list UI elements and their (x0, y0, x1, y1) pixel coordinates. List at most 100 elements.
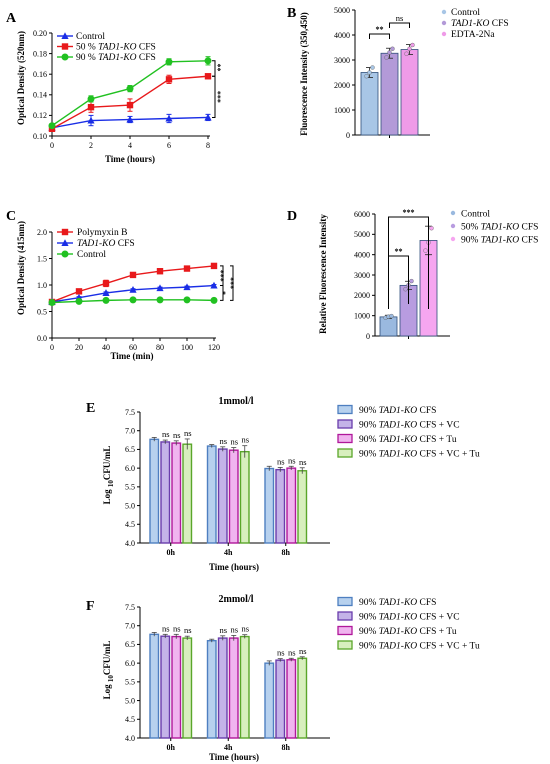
text-span: CFS (519, 223, 538, 233)
y-tick-label: 6.5 (125, 445, 135, 454)
legend-label: 90% TAD1-KO CFS + Tu (359, 627, 457, 637)
legend-label: EDTA-2Na (451, 30, 495, 40)
data-point (75, 297, 83, 305)
bar (160, 635, 171, 739)
y-tick-label: 4000 (334, 31, 350, 40)
significance-bracket (212, 75, 216, 118)
panel-e-bar-chart: E 1mmol/l Time (hours) Log 10CFU/mL 4.0 4… (86, 396, 480, 572)
replicate-point (423, 248, 428, 253)
significance-label: * (221, 291, 230, 295)
text-span: CFS (115, 239, 134, 249)
bar (286, 659, 297, 739)
bar (160, 441, 171, 544)
data-point (204, 57, 212, 65)
significance-label: ns (162, 623, 170, 633)
text-span: 90% (359, 613, 379, 623)
panel-e-ylabel: Log 10CFU/mL (102, 446, 115, 505)
data-point (165, 76, 173, 83)
text-span: 50% (461, 223, 481, 233)
text-span: TAD1-KO (77, 239, 115, 249)
x-tick-label: 4h (224, 743, 233, 752)
bar (239, 450, 250, 544)
bar (275, 468, 286, 544)
legend-marker (61, 32, 69, 39)
y-tick-label: 1.5 (37, 254, 47, 263)
significance-label: ns (299, 646, 307, 656)
y-tick-label: 0.20 (33, 29, 47, 38)
y-tick-label: 1.0 (37, 281, 47, 290)
y-tick-label: 5.5 (125, 678, 135, 687)
panel-a-label: A (6, 11, 17, 26)
legend-marker (61, 250, 69, 258)
y-tick-label: 4000 (354, 250, 370, 259)
replicate-point (410, 42, 415, 48)
x-tick-label: 2 (89, 141, 93, 150)
replicate-point (389, 313, 394, 319)
legend-marker (450, 223, 456, 229)
data-point (102, 289, 110, 296)
panel-e-label: E (86, 401, 95, 416)
bar (379, 316, 398, 337)
text-span: TAD1-KO (379, 642, 417, 652)
text-span: CFS + VC + Tu (417, 450, 480, 460)
panel-b-plot: 0 1000 2000 3000 4000 5000 ** ns (334, 6, 430, 140)
bar (149, 438, 160, 544)
y-tick-label: 4.5 (125, 715, 135, 724)
significance-label: ns (184, 428, 192, 438)
significance-bracket (369, 33, 390, 39)
text-span: 90% (359, 406, 379, 416)
significance-label: ns (230, 437, 238, 447)
significance-label: ** (376, 25, 384, 34)
significance-label: ns (396, 13, 404, 23)
panel-f-ylabel: Log 10CFU/mL (102, 641, 115, 700)
text-span: TAD1-KO (379, 627, 417, 637)
y-tick-label: 4.5 (125, 520, 135, 529)
data-point (48, 298, 56, 306)
text-span: TAD1-KO (451, 19, 489, 29)
y-tick-label: 6.0 (125, 464, 135, 473)
y-tick-label: 1000 (354, 311, 370, 320)
text-span: CFS + VC + Tu (417, 642, 480, 652)
legend-label: 90% TAD1-KO CFS (461, 236, 538, 246)
data-point (129, 285, 137, 293)
bar (286, 467, 297, 544)
legend-label: 90 % TAD1-KO CFS (76, 53, 156, 63)
significance-bracket (389, 22, 410, 28)
y-tick-label: 0 (366, 332, 370, 341)
legend-label: 90% TAD1-KO CFS + VC + Tu (359, 642, 480, 652)
y-tick-label: 1000 (334, 106, 350, 115)
legend-label: Control (76, 32, 105, 42)
legend-marker (450, 210, 456, 216)
legend-label: TAD1-KO CFS (451, 19, 509, 29)
panel-c-ylabel: Optical Density (415nm) (16, 221, 26, 315)
significance-label: ns (277, 456, 285, 466)
panel-f-label: F (86, 599, 95, 614)
text-span: 50 % (76, 43, 98, 53)
text-span: CFS (137, 53, 156, 63)
data-point (210, 281, 218, 289)
data-point (210, 262, 218, 270)
replicate-point (384, 55, 389, 60)
panel-a-plot: 0.100.120.140.160.180.200 2 4 6 8***** (33, 29, 225, 150)
data-point (129, 271, 137, 279)
x-tick-label: 6 (167, 141, 171, 150)
panel-f-ylabel-text: Log (102, 684, 112, 700)
y-tick-label: 0 (346, 131, 350, 140)
data-point (156, 296, 164, 304)
x-tick-label: 100 (181, 343, 193, 352)
data-point (165, 114, 173, 122)
text-span: 90 % (76, 53, 98, 63)
y-tick-label: 2000 (334, 81, 350, 90)
bar (182, 637, 193, 739)
text-span: Control (461, 210, 490, 220)
legend-label: TAD1-KO CFS (77, 239, 135, 249)
legend-swatch (337, 404, 353, 415)
bar (228, 637, 239, 739)
text-span: CFS + Tu (417, 435, 457, 445)
significance-bracket (212, 60, 216, 77)
legend-marker (441, 31, 447, 37)
significance-bracket (388, 216, 429, 309)
